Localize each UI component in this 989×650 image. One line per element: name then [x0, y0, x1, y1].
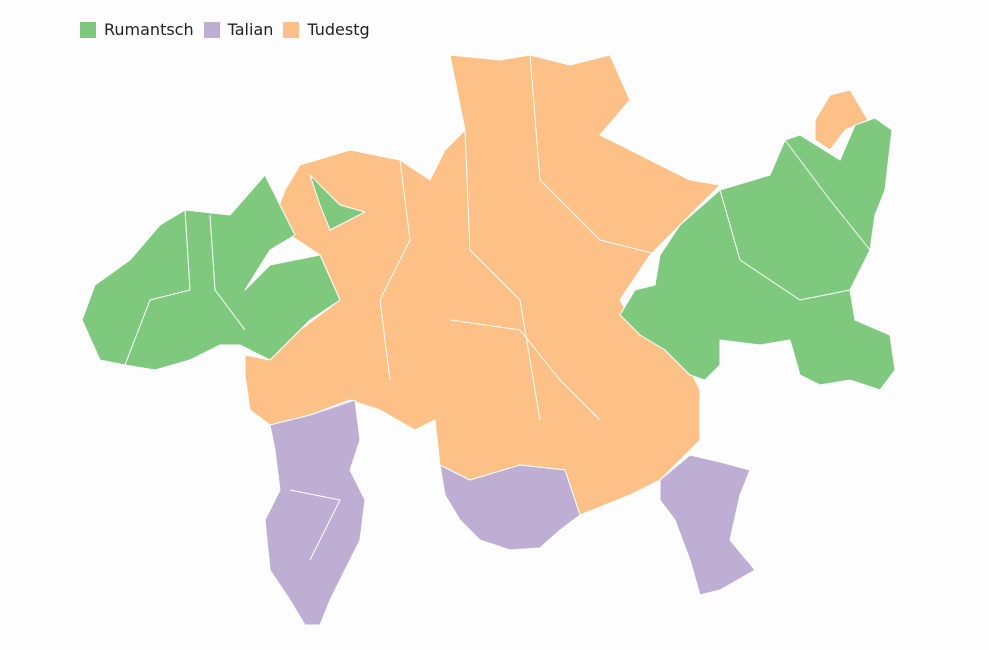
- legend-swatch-talian: [203, 21, 220, 38]
- legend-item-talian[interactable]: Talian: [203, 20, 274, 39]
- legend-swatch-rumantsch: [80, 21, 96, 38]
- legend: Rumantsch Talian Tudestg: [80, 20, 370, 39]
- legend-item-tudestg[interactable]: Tudestg: [283, 20, 370, 39]
- legend-item-rumantsch[interactable]: Rumantsch: [80, 20, 194, 39]
- region-rumantsch-central-small[interactable]: [309, 174, 366, 231]
- region-talian-south-central[interactable]: [439, 464, 581, 551]
- municipality-borders: [124, 54, 871, 561]
- region-rumantsch-west[interactable]: [81, 174, 341, 371]
- region-talian-south-west[interactable]: [264, 399, 366, 626]
- legend-label: Rumantsch: [104, 20, 194, 39]
- legend-label: Tudestg: [307, 20, 370, 39]
- legend-label: Talian: [227, 20, 274, 39]
- region-rumantsch-east[interactable]: [619, 117, 896, 391]
- region-talian-south-east[interactable]: [659, 454, 756, 596]
- legend-swatch-tudestg: [283, 21, 300, 38]
